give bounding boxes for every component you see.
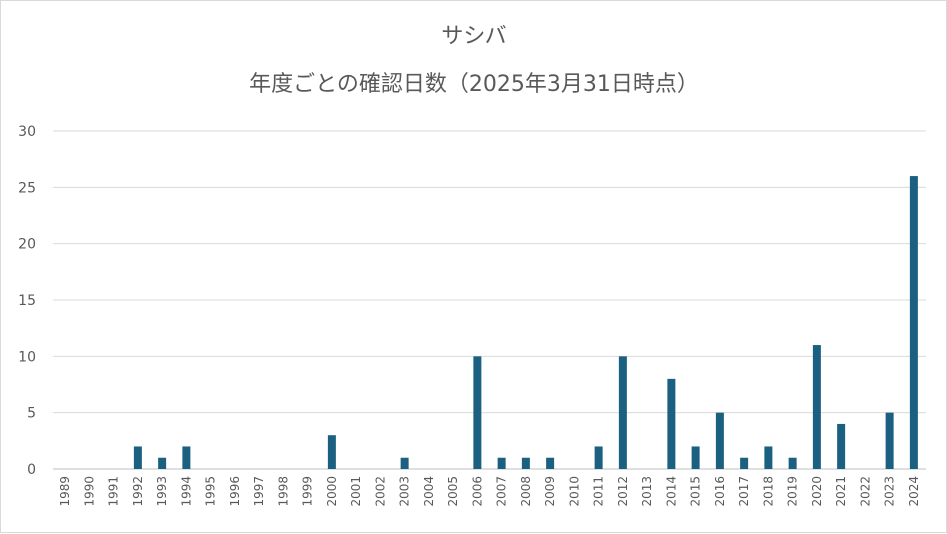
bar-2019 — [788, 457, 797, 469]
x-tick-label: 1996 — [228, 476, 242, 507]
bar-1994 — [182, 446, 191, 469]
bar-2011 — [594, 446, 603, 469]
x-tick-label: 1994 — [179, 476, 193, 507]
x-tick-label: 2016 — [713, 476, 727, 507]
x-tick-label: 2005 — [446, 476, 460, 507]
x-axis-ticks: 1989 1990 1991 1992 1993 1994 1995 1996 1997 1998… — [58, 476, 921, 507]
bar-2024 — [909, 176, 918, 470]
x-tick-label: 2009 — [543, 476, 557, 507]
y-tick-label: 15 — [18, 293, 36, 309]
x-tick-label: 2020 — [810, 476, 824, 507]
bar-2014 — [667, 378, 676, 469]
x-tick-label: 2022 — [858, 476, 872, 507]
x-tick-label: 2002 — [373, 476, 387, 507]
bar-2007 — [497, 457, 506, 469]
x-tick-label: 2019 — [786, 476, 800, 507]
x-tick-label: 2018 — [761, 476, 775, 507]
x-tick-label: 1991 — [107, 476, 121, 507]
x-tick-label: 2024 — [907, 476, 921, 507]
bar-1993 — [158, 457, 167, 469]
bar-2006 — [473, 356, 482, 469]
x-tick-label: 2021 — [834, 476, 848, 507]
x-tick-label: 1995 — [204, 476, 218, 507]
bar-2017 — [740, 457, 749, 469]
x-tick-label: 1990 — [82, 476, 96, 507]
x-tick-label: 2023 — [883, 476, 897, 507]
x-tick-label: 2014 — [664, 476, 678, 507]
x-tick-label: 1999 — [301, 476, 315, 507]
bar-2015 — [691, 446, 700, 469]
x-tick-label: 2010 — [567, 476, 581, 507]
y-tick-label: 10 — [18, 349, 36, 365]
x-tick-label: 2011 — [592, 476, 606, 507]
x-tick-label: 2000 — [325, 476, 339, 507]
bar-2021 — [837, 423, 846, 469]
x-tick-label: 2001 — [349, 476, 363, 507]
x-tick-label: 2007 — [495, 476, 509, 507]
x-tick-label: 2012 — [616, 476, 630, 507]
bar-2023 — [885, 412, 894, 469]
y-tick-label: 20 — [18, 237, 36, 253]
x-tick-label: 2015 — [689, 476, 703, 507]
gridlines — [53, 130, 926, 470]
bar-2008 — [521, 457, 530, 469]
bar-2016 — [715, 412, 724, 469]
x-tick-label: 2008 — [519, 476, 533, 507]
chart-title: サシバ — [441, 24, 506, 49]
x-tick-label: 1989 — [58, 476, 72, 507]
y-tick-label: 25 — [18, 180, 36, 196]
x-tick-label: 2003 — [398, 476, 412, 507]
chart-subtitle: 年度ごとの確認日数（2025年3月31日時点） — [249, 72, 699, 97]
x-tick-label: 2004 — [422, 476, 436, 507]
x-tick-label: 1997 — [252, 476, 266, 507]
bars — [133, 176, 918, 470]
y-tick-label: 30 — [18, 124, 36, 140]
bar-2003 — [400, 457, 409, 469]
x-tick-label: 1993 — [155, 476, 169, 507]
bar-2012 — [618, 356, 627, 469]
x-tick-label: 2006 — [470, 476, 484, 507]
bar-1992 — [133, 446, 142, 469]
x-tick-label: 1992 — [131, 476, 145, 507]
y-tick-label: 5 — [27, 406, 36, 422]
bar-2018 — [764, 446, 773, 469]
x-tick-label: 1998 — [276, 476, 290, 507]
bar-2000 — [327, 435, 336, 469]
x-tick-label: 2017 — [737, 476, 751, 507]
bar-2009 — [546, 457, 555, 469]
x-tick-label: 2013 — [640, 476, 654, 507]
y-tick-label: 0 — [27, 462, 36, 478]
y-axis-ticks: 0 5 10 15 20 25 30 — [18, 124, 36, 478]
bar-2020 — [812, 345, 821, 469]
